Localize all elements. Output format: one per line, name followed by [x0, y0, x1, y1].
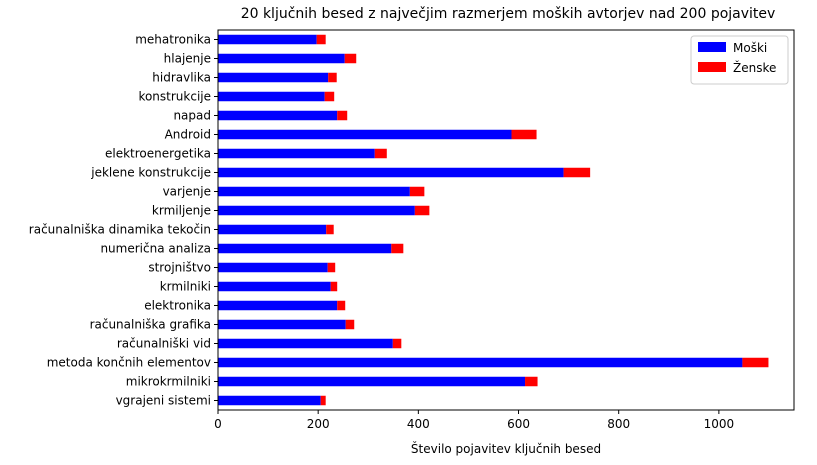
category-labels-group: mehatronika hlajenje hidravlika konstrukcij… — [29, 33, 218, 408]
x-tick-label: 1000 — [704, 417, 735, 431]
x-tick-label: 400 — [407, 417, 430, 431]
bar-zenske-11 — [391, 243, 404, 254]
legend-swatch-moski — [698, 42, 726, 52]
x-tick-label: 600 — [507, 417, 530, 431]
bar-zenske-6 — [374, 148, 387, 159]
category-label: numerična analiza — [100, 242, 211, 256]
bar-moski-13 — [218, 281, 331, 292]
category-label: mikrokrmilniki — [126, 375, 211, 389]
bar-zenske-14 — [337, 300, 346, 311]
category-label: varjenje — [163, 185, 211, 199]
x-tick-label: 0 — [214, 417, 222, 431]
category-label: konstrukcije — [138, 90, 211, 104]
category-label: vgrajeni sistemi — [116, 394, 211, 408]
chart-title: 20 ključnih besed z največjim razmerjem … — [241, 6, 776, 22]
x-tick-label: 800 — [607, 417, 630, 431]
x-axis-group: 0 200 400 600 800 1000 — [214, 410, 734, 431]
category-label: Android — [165, 128, 211, 142]
bar-zenske-16 — [392, 338, 402, 349]
bar-moski-4 — [218, 110, 338, 121]
x-axis-label: Število pojavitev ključnih besed — [411, 441, 601, 456]
bar-zenske-8 — [409, 186, 425, 197]
plot-frame — [217, 29, 795, 411]
bars-group — [218, 34, 769, 406]
legend-label-moski: Moški — [733, 41, 767, 55]
category-label: jeklene konstrukcije — [90, 166, 211, 180]
category-label: računalniška dinamika tekočin — [29, 223, 211, 237]
bar-moski-11 — [218, 243, 392, 254]
bar-moski-14 — [218, 300, 338, 311]
bar-moski-12 — [218, 262, 328, 273]
category-label: računalniški vid — [117, 337, 211, 351]
bar-moski-9 — [218, 205, 415, 216]
legend: Moški Ženske — [690, 35, 789, 85]
bar-moski-0 — [218, 34, 317, 45]
category-label: mehatronika — [135, 33, 211, 47]
bar-moski-5 — [218, 129, 512, 140]
bar-moski-17 — [218, 357, 743, 368]
bar-moski-7 — [218, 167, 564, 178]
bar-zenske-7 — [563, 167, 591, 178]
x-tick-label: 200 — [307, 417, 330, 431]
category-label: napad — [173, 109, 211, 123]
bar-zenske-10 — [326, 224, 334, 235]
bar-moski-15 — [218, 319, 346, 330]
bar-moski-19 — [218, 395, 321, 406]
legend-label-zenske: Ženske — [733, 60, 776, 75]
bar-moski-16 — [218, 338, 393, 349]
bar-zenske-1 — [344, 53, 357, 64]
bar-moski-2 — [218, 72, 329, 83]
bar-zenske-17 — [742, 357, 769, 368]
bar-moski-10 — [218, 224, 327, 235]
category-label: računalniška grafika — [90, 318, 211, 332]
bar-moski-1 — [218, 53, 345, 64]
category-label: strojništvo — [148, 261, 211, 275]
bar-zenske-13 — [330, 281, 338, 292]
bar-zenske-15 — [345, 319, 355, 330]
category-label: metoda končnih elementov — [47, 356, 211, 370]
legend-swatch-zenske — [698, 62, 726, 72]
bar-zenske-4 — [337, 110, 348, 121]
category-label: hlajenje — [164, 52, 211, 66]
bar-zenske-12 — [327, 262, 336, 273]
bar-moski-6 — [218, 148, 375, 159]
category-label: elektroenergetika — [105, 147, 211, 161]
category-label: hidravlika — [152, 71, 211, 85]
category-label: elektronika — [144, 299, 211, 313]
bar-moski-18 — [218, 376, 526, 387]
bar-zenske-9 — [414, 205, 430, 216]
bar-zenske-18 — [525, 376, 538, 387]
bar-zenske-19 — [320, 395, 326, 406]
bar-zenske-0 — [316, 34, 326, 45]
category-label: krmilniki — [160, 280, 211, 294]
bar-moski-3 — [218, 91, 325, 102]
bar-zenske-2 — [328, 72, 337, 83]
bar-zenske-3 — [324, 91, 335, 102]
bar-moski-8 — [218, 186, 410, 197]
bar-zenske-5 — [511, 129, 537, 140]
category-label: krmiljenje — [152, 204, 211, 218]
